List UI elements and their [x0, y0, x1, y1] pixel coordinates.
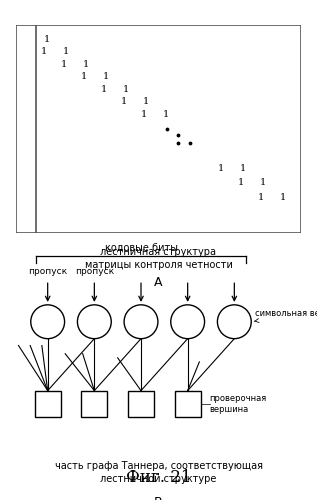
Bar	[35, 390, 61, 417]
Text: 1: 1	[61, 60, 68, 69]
Text: 1: 1	[260, 178, 266, 187]
Text: 1: 1	[238, 178, 244, 187]
Text: 1: 1	[81, 72, 87, 82]
Text: 1: 1	[44, 35, 50, 44]
Ellipse shape	[77, 305, 111, 338]
Text: 1: 1	[121, 98, 127, 106]
Text: 1: 1	[83, 60, 89, 69]
Text: проверочная
вершина: проверочная вершина	[210, 394, 267, 414]
Text: 1: 1	[258, 192, 264, 202]
Ellipse shape	[124, 305, 158, 338]
Text: лестничная структура
матрицы контроля четности: лестничная структура матрицы контроля че…	[85, 247, 232, 270]
Bar	[175, 390, 201, 417]
Text: часть графа Таннера, соответствующая
лестничной структуре: часть графа Таннера, соответствующая лес…	[55, 461, 262, 484]
Text: 1: 1	[218, 164, 224, 172]
Text: символьная вершина: символьная вершина	[254, 309, 317, 322]
Text: В: В	[154, 496, 163, 500]
Ellipse shape	[217, 305, 251, 338]
Text: 1: 1	[103, 72, 109, 82]
Ellipse shape	[31, 305, 65, 338]
Text: 1: 1	[143, 98, 149, 106]
Text: 1: 1	[101, 85, 107, 94]
Bar	[128, 390, 154, 417]
Text: 1: 1	[240, 164, 246, 172]
Text: 1: 1	[141, 110, 147, 118]
Ellipse shape	[171, 305, 204, 338]
Text: пропуск: пропуск	[75, 267, 114, 276]
Text: пропуск: пропуск	[28, 267, 67, 276]
Text: 1: 1	[41, 48, 48, 56]
Text: 1: 1	[63, 48, 69, 56]
Text: 1: 1	[163, 110, 169, 118]
Bar	[81, 390, 107, 417]
Text: кодовые биты: кодовые биты	[105, 243, 178, 253]
Text: 1: 1	[280, 192, 286, 202]
Text: 1: 1	[123, 85, 129, 94]
Text: А: А	[154, 276, 163, 289]
Text: Фиг. 21: Фиг. 21	[126, 469, 191, 486]
